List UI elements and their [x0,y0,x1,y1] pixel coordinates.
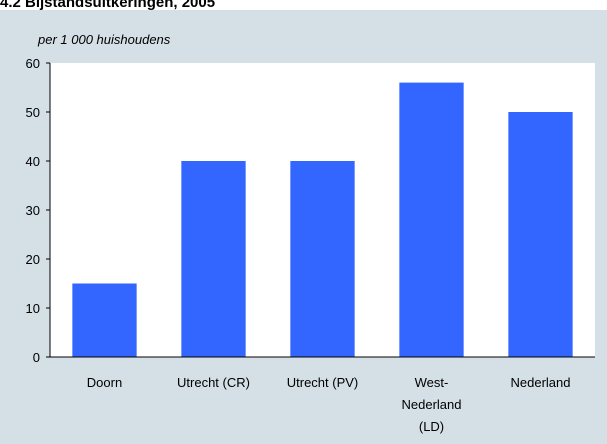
x-tick-label: Utrecht (PV) [287,375,359,390]
x-tick-label: Doorn [87,375,122,390]
y-tick-label: 30 [26,203,40,218]
y-tick-label: 40 [26,154,40,169]
y-tick-label: 20 [26,252,40,267]
x-tick-label: Nederland [511,375,571,390]
bar [508,112,573,357]
bar [181,161,246,357]
bar [290,161,355,357]
bar [399,82,464,357]
x-tick-label: Utrecht (CR) [177,375,250,390]
chart-title: 4.2 Bijstandsuitkeringen, 2005 [0,0,215,11]
chart-subtitle: per 1 000 huishoudens [37,32,171,47]
y-tick-label: 10 [26,301,40,316]
y-tick-label: 50 [26,105,40,120]
y-tick-label: 60 [26,56,40,71]
x-tick-label: West-Nederland (LD) [402,375,462,434]
y-tick-label: 0 [33,350,40,365]
bar [72,283,137,357]
